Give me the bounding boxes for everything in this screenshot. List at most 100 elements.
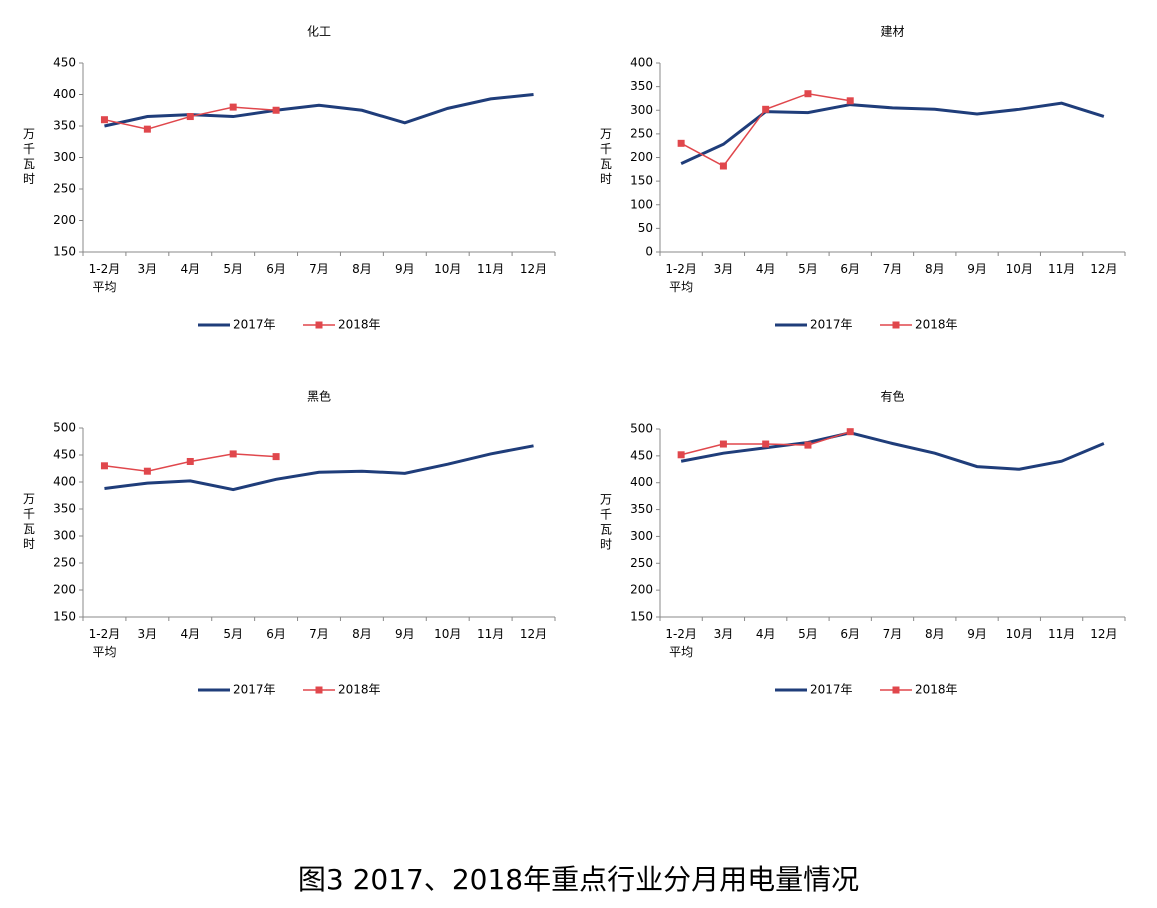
series-marker: [143, 125, 151, 133]
x-tick-label: 4月: [180, 627, 201, 641]
y-tick-label: 400: [53, 475, 76, 489]
x-tick-label-box: 10月: [434, 262, 462, 276]
x-tick-label-box: 12月: [1090, 262, 1118, 276]
y-tick-label: 200: [630, 583, 653, 597]
y-tick-label: 350: [53, 119, 76, 133]
x-tick-label: 9月: [394, 262, 415, 276]
x-tick-label: 11月: [476, 627, 505, 641]
x-tick-label: 6月: [266, 627, 286, 641]
y-tick-label: 200: [53, 213, 76, 227]
x-tick-label: 3月: [713, 627, 734, 641]
y-tick-label: 200: [53, 583, 76, 597]
y-tick-label: 100: [630, 197, 653, 211]
legend-label: 2017年: [810, 318, 853, 332]
series-line: [104, 93, 534, 128]
x-tick-label-box: 10月: [1005, 262, 1033, 276]
x-tick-label-box: 7月: [883, 627, 903, 641]
x-tick-label: 8月: [924, 627, 945, 641]
x-tick-label: 3月: [137, 627, 158, 641]
x-tick-label-box: 3月: [713, 627, 734, 641]
y-tick-label: 450: [53, 56, 76, 70]
x-tick-label: 5月: [223, 627, 243, 641]
x-tick-label: 3月: [713, 262, 734, 276]
x-tick-label: 4月: [755, 262, 776, 276]
x-tick-label: 7月: [309, 262, 329, 276]
x-tick-label-box: 5月: [223, 262, 243, 276]
x-tick-label: 5月: [798, 627, 818, 641]
y-tick-label: 500: [53, 421, 76, 435]
x-tick-label-box: 8月: [925, 262, 945, 276]
x-tick-label-box: 11月: [477, 262, 504, 276]
series-marker: [229, 103, 237, 111]
y-tick-label: 250: [630, 126, 653, 140]
x-tick-label-box: 1-2月 平均: [665, 627, 697, 659]
y-tick-label: 400: [630, 56, 653, 70]
x-tick-label: 10月: [1005, 627, 1033, 641]
caption: 图3 2017、2018年重点行业分月用电量情况: [297, 863, 860, 896]
series-line: [680, 92, 851, 167]
series-marker: [272, 453, 280, 461]
series-line: [680, 101, 1105, 166]
x-tick-label: 5月: [223, 262, 243, 276]
chart-title: 黑色: [307, 390, 331, 404]
chart-title: 化工: [307, 25, 331, 39]
y-tick-label: 250: [53, 182, 76, 196]
legend-label: 2018年: [915, 683, 958, 697]
y-tick-label: 500: [630, 422, 653, 436]
y-tick-label: 250: [630, 556, 653, 570]
series-marker: [229, 450, 237, 458]
chart-title: 有色: [880, 390, 904, 404]
x-tick-label-box: 3月: [137, 627, 158, 641]
x-tick-label-box: 1-2月 平均: [89, 627, 121, 659]
y-axis-label: 万千瓦时: [22, 128, 36, 188]
series-line: [680, 431, 1105, 471]
x-tick-label-box: 11月: [1048, 262, 1075, 276]
x-tick-label-box: 4月: [755, 262, 776, 276]
x-tick-label: 7月: [309, 627, 329, 641]
y-tick-label: 150: [630, 174, 653, 188]
y-tick-label: 350: [53, 502, 76, 516]
x-tick-label-box: 8月: [352, 262, 372, 276]
x-tick-label-box: 5月: [223, 627, 243, 641]
legend-label: 2018年: [338, 683, 381, 697]
x-tick-label: 10月: [434, 627, 462, 641]
y-tick-label: 250: [53, 556, 76, 570]
x-tick-label-box: 8月: [924, 627, 945, 641]
x-tick-label: 12月: [1090, 262, 1118, 276]
series-marker: [100, 116, 108, 124]
x-tick-label-box: 3月: [713, 262, 734, 276]
x-tick-label-box: 12月: [1090, 627, 1117, 641]
series-marker: [846, 97, 854, 105]
x-tick-label-box: 7月: [309, 262, 329, 276]
series-marker: [677, 451, 685, 459]
y-tick-label: 350: [630, 79, 653, 93]
y-axis-label: 万千瓦时: [599, 493, 613, 553]
x-tick-label-box: 1-2月 平均: [665, 262, 697, 294]
series-marker: [719, 440, 727, 448]
series-marker: [804, 90, 812, 98]
legend-marker: [892, 321, 900, 329]
x-tick-label-box: 11月: [476, 627, 505, 641]
x-tick-label-box: 9月: [395, 627, 415, 641]
y-tick-label: 0: [645, 245, 653, 259]
x-tick-label-box: 3月: [138, 262, 158, 276]
y-tick-label: 300: [53, 150, 76, 164]
x-tick-label-box: 5月: [798, 627, 818, 641]
x-tick-label: 1-2月 平均: [88, 262, 121, 294]
x-tick-label: 12月: [519, 262, 548, 276]
series-line: [104, 444, 534, 492]
x-tick-label-box: 8月: [352, 627, 372, 641]
y-tick-label: 150: [53, 245, 76, 259]
series-marker: [100, 462, 108, 470]
legend-marker: [315, 686, 323, 694]
y-tick-label: 350: [630, 502, 653, 516]
x-tick-label: 10月: [1005, 262, 1033, 276]
x-tick-label-box: 9月: [967, 262, 987, 276]
legend-label: 2017年: [810, 683, 853, 697]
y-tick-label: 300: [53, 529, 76, 543]
x-tick-label: 10月: [434, 262, 462, 276]
x-tick-label-box: 6月: [840, 262, 860, 276]
x-tick-label-box: 4月: [180, 627, 201, 641]
